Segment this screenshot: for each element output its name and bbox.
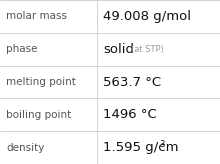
Text: (at STP): (at STP)	[131, 45, 164, 54]
Text: solid: solid	[103, 43, 134, 56]
Text: 49.008 g/mol: 49.008 g/mol	[103, 10, 191, 23]
Text: 1.595 g/cm: 1.595 g/cm	[103, 141, 178, 154]
Text: phase: phase	[6, 44, 37, 54]
Text: molar mass: molar mass	[6, 11, 67, 21]
Text: 3: 3	[159, 140, 164, 149]
Text: 1496 °C: 1496 °C	[103, 108, 157, 121]
Text: density: density	[6, 143, 44, 153]
Text: boiling point: boiling point	[6, 110, 71, 120]
Text: melting point: melting point	[6, 77, 76, 87]
Text: 563.7 °C: 563.7 °C	[103, 75, 161, 89]
